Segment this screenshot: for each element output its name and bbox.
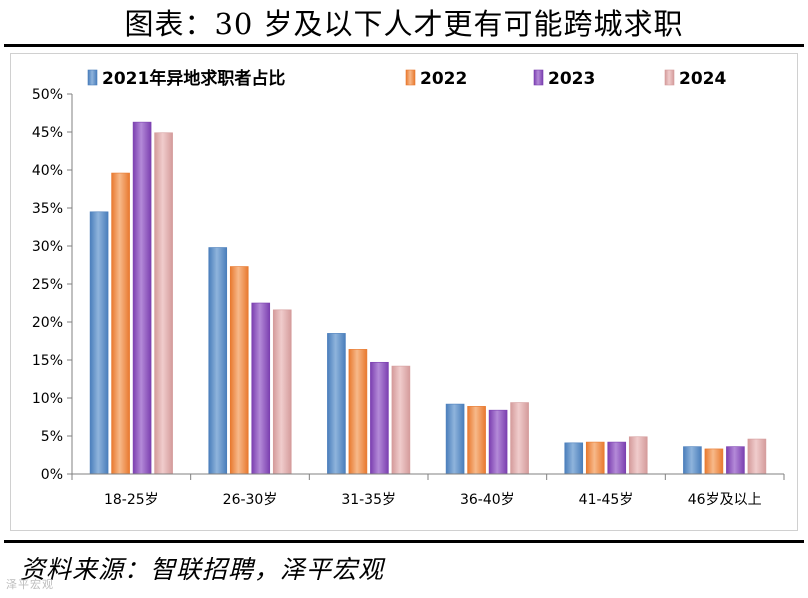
bar — [510, 402, 529, 475]
y-tick-label: 10% — [32, 391, 63, 407]
bar — [348, 349, 368, 475]
bar — [327, 333, 346, 475]
legend-label: 2021年异地求职者占比 — [102, 68, 285, 89]
bar — [89, 211, 109, 475]
chart-frame — [10, 53, 798, 531]
y-tick-label: 45% — [32, 125, 63, 141]
x-tick-label: 18-25岁 — [104, 492, 159, 508]
legend-swatch — [533, 69, 544, 86]
bar — [585, 441, 605, 475]
bar — [607, 441, 627, 475]
bar — [704, 448, 724, 475]
bar — [564, 442, 584, 475]
bar — [488, 409, 508, 475]
legend-swatch — [664, 69, 675, 86]
x-tick-label: 26-30岁 — [223, 492, 278, 508]
bar — [154, 132, 173, 475]
bar — [683, 446, 702, 475]
x-tick-label: 31-35岁 — [341, 492, 396, 508]
y-axis: 0% 5% 10% 15% 20% 25% 30% 35% 40% 45% 50% — [32, 87, 73, 483]
x-axis: 18-25岁 26-30岁 31-35岁 36-40岁 41-45岁 46岁及以上 — [71, 473, 785, 508]
watermark: 泽平宏观 — [6, 578, 54, 591]
bar — [391, 365, 411, 475]
legend-label: 2022 — [420, 69, 467, 89]
y-tick-label: 50% — [32, 87, 63, 103]
bar — [132, 121, 152, 475]
bar — [272, 309, 292, 475]
y-tick-label: 25% — [32, 277, 63, 293]
bar — [251, 302, 271, 475]
title-divider — [4, 44, 804, 47]
x-tick-label: 46岁及以上 — [688, 492, 762, 508]
y-tick-label: 35% — [32, 201, 63, 217]
bar — [229, 266, 249, 475]
bar — [370, 361, 389, 475]
legend-swatch — [405, 69, 416, 86]
bar — [628, 436, 648, 475]
chart-legend: 2021年异地求职者占比 2022 2023 2024 — [87, 68, 726, 89]
x-tick-label: 41-45岁 — [579, 492, 634, 508]
source-divider — [4, 540, 804, 543]
y-tick-label: 30% — [32, 239, 63, 255]
legend-label: 2024 — [679, 69, 726, 89]
y-tick-label: 5% — [41, 429, 63, 445]
bar — [726, 446, 745, 475]
bar — [111, 172, 130, 475]
bar — [747, 438, 767, 475]
bar — [445, 403, 465, 475]
y-tick-label: 20% — [32, 315, 63, 331]
y-tick-label: 0% — [41, 467, 63, 483]
legend-swatch — [87, 69, 98, 86]
legend-label: 2023 — [548, 69, 595, 89]
bar-series — [89, 121, 767, 475]
x-tick-label: 36-40岁 — [460, 492, 515, 508]
bar — [467, 406, 486, 475]
source-note: 资料来源：智联招聘，泽平宏观 — [20, 555, 385, 584]
y-tick-label: 40% — [32, 163, 63, 179]
bar — [208, 247, 228, 475]
y-tick-label: 15% — [32, 353, 63, 369]
chart-title: 图表：30 岁及以下人才更有可能跨城求职 — [124, 7, 684, 41]
